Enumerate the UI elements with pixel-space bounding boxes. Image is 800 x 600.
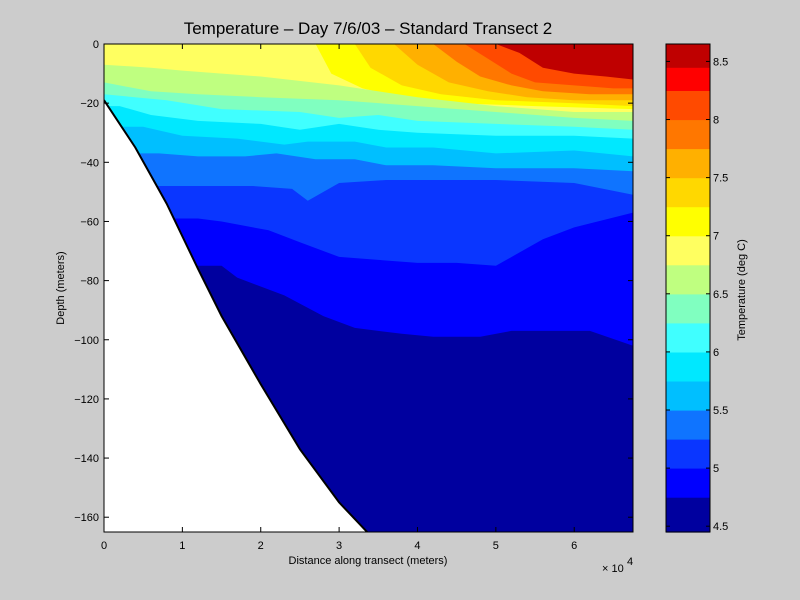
y-tick-label: −20	[80, 98, 99, 110]
colorbar-band	[666, 235, 710, 266]
colorbar-band	[666, 206, 710, 237]
x-tick-label: 5	[493, 540, 499, 552]
colorbar-tick-label: 7.5	[713, 173, 728, 185]
colorbar-tick-label: 8	[713, 115, 719, 127]
colorbar-band	[666, 90, 710, 121]
colorbar-band	[666, 322, 710, 353]
seabed-mask	[104, 100, 368, 532]
colorbar-band	[666, 468, 710, 498]
x-tick-label: 0	[101, 540, 107, 552]
colorbar-bands	[666, 44, 710, 533]
colorbar: 4.5 5 5.5 6 6.5 7 7.5 8 8.5 Temperature (deg C)	[665, 43, 748, 533]
y-axis-ticks: 0 −20 −40 −60 −80 −100 −120 −140 −160	[74, 39, 633, 524]
x-tick-label: 1	[179, 540, 185, 552]
colorbar-band	[666, 44, 710, 68]
colorbar-ticks: 4.5 5 5.5 6 6.5 7 7.5 8 8.5	[666, 56, 728, 533]
plot-frame	[103, 43, 634, 533]
colorbar-tick-label: 5	[713, 463, 719, 475]
x-tick-label: 4	[414, 540, 420, 552]
y-tick-label: −120	[74, 394, 99, 406]
y-tick-label: −60	[80, 216, 99, 228]
colorbar-tick-label: 5.5	[713, 405, 728, 417]
colorbar-tick-label: 6.5	[713, 289, 728, 301]
y-axis-label: Depth (meters)	[55, 251, 67, 324]
colorbar-band	[666, 177, 710, 208]
colorbar-band	[666, 351, 710, 382]
y-tick-label: −40	[80, 157, 99, 169]
colorbar-band	[666, 293, 710, 324]
colorbar-band	[666, 148, 710, 179]
plot-area	[103, 43, 634, 533]
y-tick-label: −140	[74, 453, 99, 465]
y-tick-label: −100	[74, 335, 99, 347]
colorbar-tick-label: 4.5	[713, 521, 728, 533]
colorbar-band	[666, 119, 710, 150]
colorbar-tick-label: 8.5	[713, 56, 728, 68]
x-axis-multiplier: × 10 4	[602, 556, 633, 575]
colorbar-frame	[665, 43, 711, 533]
y-tick-label: 0	[93, 39, 99, 51]
x-tick-label: 3	[336, 540, 342, 552]
colorbar-label: Temperature (deg C)	[736, 239, 748, 341]
colorbar-tick-label: 7	[713, 231, 719, 243]
x-tick-label: 6	[571, 540, 577, 552]
colorbar-tick-label: 6	[713, 347, 719, 359]
seabed-outline	[104, 99, 369, 532]
colorbar-band	[666, 67, 710, 91]
x-multiplier-base: × 10	[602, 563, 624, 575]
y-tick-label: −160	[74, 512, 99, 524]
colorbar-band	[666, 410, 710, 440]
x-axis-label: Distance along transect (meters)	[289, 555, 448, 567]
colorbar-band	[666, 264, 710, 295]
colorbar-band	[666, 381, 710, 411]
colorbar-band	[666, 439, 710, 469]
colorbar-band	[666, 497, 710, 533]
x-axis-ticks: 0 1 2 3 4 5 6	[101, 44, 577, 552]
x-tick-label: 2	[258, 540, 264, 552]
chart-title: Temperature – Day 7/6/03 – Standard Tran…	[184, 19, 553, 38]
y-tick-label: −80	[80, 276, 99, 288]
x-multiplier-exponent: 4	[627, 556, 633, 568]
